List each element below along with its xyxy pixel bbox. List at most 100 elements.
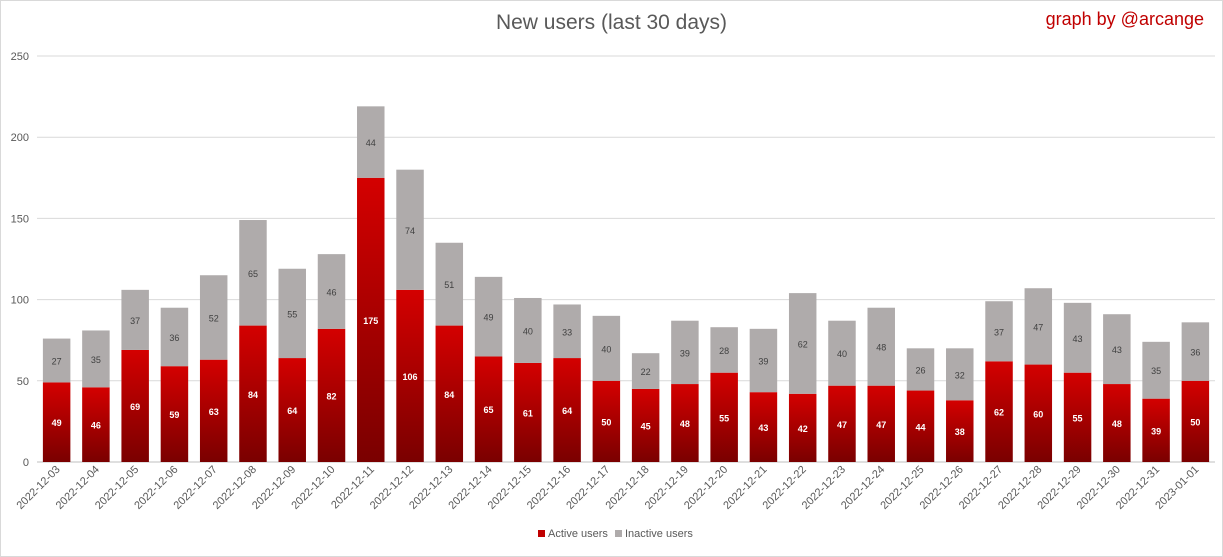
data-label-inactive: 40 xyxy=(523,326,533,336)
bar-active xyxy=(1142,398,1170,462)
bar-active xyxy=(474,356,503,462)
bar-active xyxy=(553,358,581,462)
bar-active xyxy=(985,361,1013,462)
data-label-inactive: 46 xyxy=(326,287,336,297)
data-label-inactive: 33 xyxy=(562,327,572,337)
bar-inactive xyxy=(828,320,856,386)
bar-active xyxy=(514,362,542,462)
bar-inactive xyxy=(317,254,346,329)
data-label-active: 50 xyxy=(601,417,611,427)
data-label-inactive: 55 xyxy=(287,309,297,319)
bar-inactive xyxy=(710,327,738,373)
data-label-inactive: 49 xyxy=(484,313,494,323)
bar-active xyxy=(199,359,228,462)
data-label-active: 62 xyxy=(994,408,1004,418)
data-label-active: 46 xyxy=(91,421,101,431)
data-label-inactive: 65 xyxy=(248,269,258,279)
bar-inactive xyxy=(357,106,385,178)
bar-active xyxy=(278,358,306,462)
data-label-inactive: 28 xyxy=(719,346,729,356)
data-label-active: 39 xyxy=(1151,426,1161,436)
data-label-inactive: 47 xyxy=(1033,322,1043,332)
bar-inactive xyxy=(1103,314,1131,385)
y-tick-label: 0 xyxy=(23,457,29,469)
bar-active xyxy=(788,393,817,462)
bar-active xyxy=(239,325,267,462)
bar-active xyxy=(906,390,935,462)
bar-inactive xyxy=(239,220,267,326)
bar-active xyxy=(317,328,346,462)
bar-active xyxy=(749,392,778,462)
y-tick-label: 150 xyxy=(11,213,29,225)
data-label-inactive: 74 xyxy=(405,226,415,236)
bar-inactive xyxy=(1181,322,1210,381)
bar-inactive xyxy=(121,289,149,350)
data-label-active: 61 xyxy=(523,408,533,418)
data-label-active: 84 xyxy=(444,390,454,400)
bar-inactive xyxy=(553,304,581,359)
data-label-active: 65 xyxy=(484,405,494,415)
data-label-active: 42 xyxy=(798,424,808,434)
bar-inactive xyxy=(867,307,895,386)
chart-title: New users (last 30 days) xyxy=(495,11,728,34)
bar-inactive xyxy=(1024,288,1053,365)
legend-swatch xyxy=(615,530,622,537)
data-label-inactive: 35 xyxy=(1151,366,1161,376)
data-label-inactive: 52 xyxy=(209,313,219,323)
data-label-inactive: 36 xyxy=(169,333,179,343)
data-label-inactive: 36 xyxy=(1190,348,1200,358)
legend-label: Active users xyxy=(548,528,608,540)
bar-active xyxy=(1024,364,1053,462)
data-label-inactive: 40 xyxy=(837,349,847,359)
bar-inactive xyxy=(42,338,71,383)
bar-inactive xyxy=(396,169,424,290)
bar-inactive xyxy=(671,320,699,385)
bar-active xyxy=(396,289,424,462)
bar-inactive xyxy=(592,315,621,381)
bar-inactive xyxy=(160,307,189,367)
bar-inactive xyxy=(435,242,464,326)
data-label-active: 59 xyxy=(169,410,179,420)
data-label-active: 43 xyxy=(758,423,768,433)
bar-active xyxy=(1103,384,1131,462)
data-label-inactive: 32 xyxy=(955,370,965,380)
y-tick-label: 200 xyxy=(11,132,29,144)
data-label-active: 44 xyxy=(915,422,925,432)
bar-inactive xyxy=(1142,341,1170,399)
data-label-inactive: 37 xyxy=(130,316,140,326)
data-label-active: 47 xyxy=(837,420,847,430)
data-label-active: 175 xyxy=(363,316,378,326)
bar-inactive xyxy=(82,330,110,388)
data-label-active: 48 xyxy=(680,419,690,429)
data-label-active: 49 xyxy=(52,418,62,428)
data-label-inactive: 43 xyxy=(1073,334,1083,344)
bar-active xyxy=(592,380,621,462)
chart-credit: graph by @arcange xyxy=(1045,9,1204,29)
bar-inactive xyxy=(749,328,778,393)
data-label-inactive: 44 xyxy=(366,138,376,148)
bar-active xyxy=(121,349,149,462)
data-label-active: 38 xyxy=(955,427,965,437)
data-label-inactive: 22 xyxy=(641,367,651,377)
data-label-inactive: 48 xyxy=(876,343,886,353)
legend-label: Inactive users xyxy=(625,528,693,540)
data-label-active: 45 xyxy=(641,421,651,431)
data-label-inactive: 40 xyxy=(601,344,611,354)
data-label-active: 84 xyxy=(248,390,258,400)
data-label-inactive: 62 xyxy=(798,339,808,349)
bar-active xyxy=(42,382,71,462)
y-tick-label: 100 xyxy=(11,295,29,307)
bar-active xyxy=(946,400,974,462)
bar-active xyxy=(82,387,110,462)
y-tick-label: 50 xyxy=(17,376,29,388)
bar-inactive xyxy=(906,348,935,391)
bar-active xyxy=(828,385,856,462)
bar-active xyxy=(357,177,385,463)
bar-inactive xyxy=(278,268,306,359)
bar-inactive xyxy=(631,353,660,389)
bar-active xyxy=(710,372,738,462)
data-label-active: 63 xyxy=(209,407,219,417)
data-label-inactive: 43 xyxy=(1112,345,1122,355)
bar-active xyxy=(1063,372,1092,462)
